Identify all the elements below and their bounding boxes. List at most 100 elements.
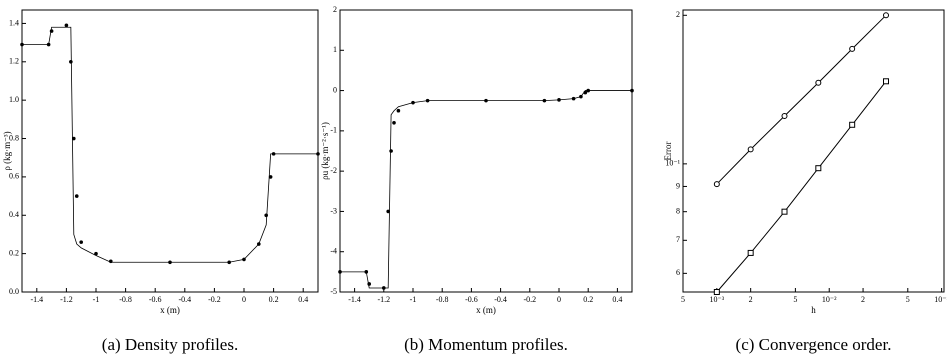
x-tick-label: -0.8: [436, 295, 449, 304]
data-point: [484, 98, 488, 103]
x-tick-label: -0.4: [494, 295, 507, 304]
x-tick-label: 0: [557, 295, 561, 304]
x-tick-label: 10⁻²: [822, 295, 837, 304]
data-point: [49, 29, 54, 33]
data-point: [392, 121, 396, 125]
y-tick-label: 0: [333, 85, 337, 94]
series-line: [340, 90, 632, 289]
data-point: [630, 88, 634, 93]
data-point: [64, 23, 69, 28]
y-tick-label: 6: [676, 268, 680, 277]
x-tick-label: -1: [410, 295, 417, 304]
x-tick-label: 10⁻¹: [934, 295, 947, 304]
x-axis-label: x (m): [160, 305, 180, 315]
y-tick-label: -1: [330, 126, 337, 135]
x-tick-label: -0.2: [208, 295, 221, 304]
series-line: [22, 26, 318, 263]
x-tick-label: 0: [242, 295, 246, 304]
y-tick-label: 9: [676, 181, 680, 190]
data-point: [583, 90, 588, 95]
x-axis-label: x (m): [476, 305, 496, 315]
data-point: [411, 100, 415, 105]
x-tick-label: 5: [681, 295, 685, 304]
y-tick-label: 2: [333, 5, 337, 14]
data-point: [713, 181, 720, 188]
data-point: [46, 42, 51, 47]
data-point: [79, 240, 83, 244]
x-tick-label: -1.2: [377, 295, 390, 304]
y-tick-label: 7: [676, 235, 680, 244]
x-tick-label: 5: [906, 295, 910, 304]
x-tick-label: -0.6: [149, 295, 162, 304]
x-tick-label: -0.2: [523, 295, 536, 304]
y-tick-label: -3: [330, 206, 337, 215]
x-tick-label: 0.2: [583, 295, 593, 304]
caption: (c) Convergence order.: [736, 335, 892, 354]
x-tick-label: 0.4: [612, 295, 622, 304]
data-point: [227, 260, 231, 265]
x-tick-label: -0.8: [119, 295, 132, 304]
y-tick-label: 1: [333, 45, 337, 54]
data-point: [69, 59, 73, 64]
data-point: [364, 270, 369, 274]
data-point: [747, 249, 754, 256]
x-tick-label: -0.6: [465, 295, 478, 304]
data-point: [74, 194, 79, 198]
caption: (b) Momentum profiles.: [404, 335, 568, 354]
data-point: [389, 149, 393, 153]
y-tick-label: 2: [676, 10, 680, 19]
y-axis-label: Error: [663, 142, 673, 161]
x-tick-label: -1.2: [60, 295, 73, 304]
data-point: [20, 42, 24, 47]
data-point: [168, 260, 172, 265]
y-tick-label: -2: [330, 166, 337, 175]
y-tick-label: 10⁻¹: [665, 159, 680, 168]
data-point: [781, 113, 788, 120]
x-tick-label: 0.2: [269, 295, 279, 304]
y-tick-label: 1.0: [9, 95, 19, 104]
data-point: [557, 98, 561, 102]
x-tick-label: 2: [861, 295, 865, 304]
x-tick-label: -1: [93, 295, 100, 304]
data-point: [242, 257, 246, 262]
data-point: [382, 286, 386, 290]
plot-frame: [682, 9, 945, 293]
data-point: [815, 79, 822, 86]
plot-frame: [21, 9, 319, 293]
data-point: [747, 146, 754, 153]
series-line: [716, 80, 887, 293]
x-tick-label: -1.4: [348, 295, 361, 304]
x-tick-label: -1.4: [30, 295, 43, 304]
y-tick-label: 8: [676, 207, 680, 216]
y-axis-label: ρu (kg·m⁻²·s⁻¹): [320, 122, 330, 180]
y-tick-label: 1.2: [9, 57, 19, 66]
data-point: [386, 209, 390, 214]
data-point: [713, 289, 720, 295]
data-point: [257, 242, 261, 246]
data-point: [571, 96, 576, 101]
data-point: [586, 88, 590, 93]
data-point: [271, 152, 276, 156]
caption: (a) Density profiles.: [102, 335, 238, 354]
y-tick-label: 1.4: [9, 18, 19, 27]
data-point: [425, 98, 430, 103]
x-axis-label: h: [811, 305, 816, 315]
y-tick-label: 0.2: [9, 248, 19, 257]
data-point: [338, 270, 342, 274]
data-point: [815, 165, 822, 172]
x-tick-label: 10⁻³: [710, 295, 725, 304]
data-point: [781, 208, 788, 215]
data-point: [268, 175, 273, 179]
y-tick-label: 0.4: [9, 210, 19, 219]
x-tick-label: 5: [793, 295, 797, 304]
y-tick-label: -5: [330, 287, 337, 296]
y-tick-label: 0.6: [9, 172, 19, 181]
series-line: [716, 14, 887, 185]
y-axis-label: ρ (kg·m⁻³): [2, 131, 12, 170]
data-point: [72, 136, 76, 141]
data-point: [883, 12, 890, 19]
data-point: [883, 78, 890, 85]
data-point: [849, 45, 856, 52]
x-tick-label: 2: [749, 295, 753, 304]
